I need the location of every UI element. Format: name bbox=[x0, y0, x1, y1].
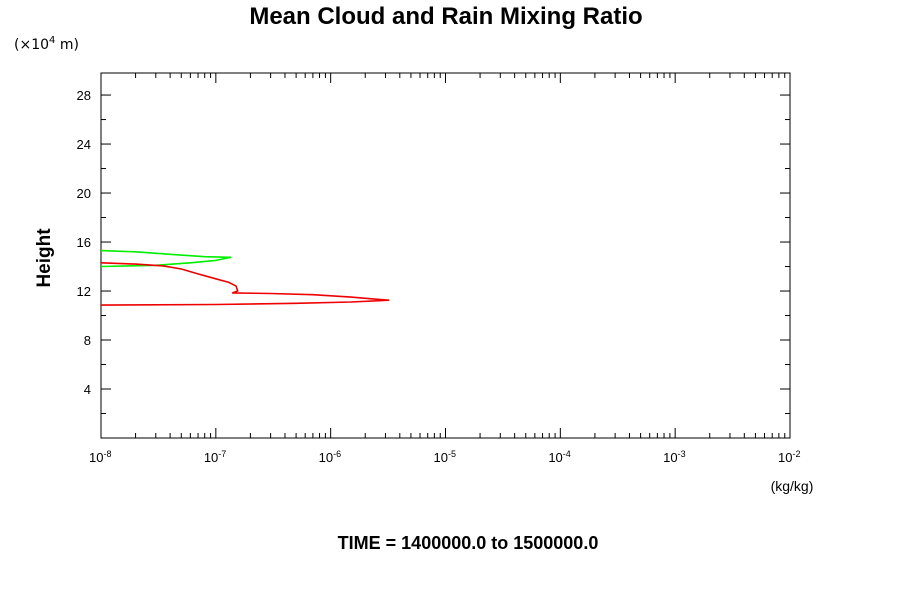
y-tick-label: 20 bbox=[77, 186, 91, 201]
x-tick-label: 10-8 bbox=[89, 449, 111, 465]
y-multiplier: (×104 m) bbox=[14, 35, 79, 53]
series-group bbox=[100, 249, 390, 306]
x-tick-label: 10-5 bbox=[434, 449, 456, 465]
x-tick-label: 10-6 bbox=[319, 449, 341, 465]
x-tick-labels: 10-8 10-7 10-6 10-5 10-4 10-3 10-2 bbox=[89, 449, 800, 465]
y-multiplier-exp: 4 bbox=[49, 35, 55, 46]
y-tick-labels: 4 8 12 16 20 24 28 bbox=[77, 88, 91, 397]
y-multiplier-unit: m) bbox=[55, 37, 79, 53]
y-tick-label: 8 bbox=[84, 333, 91, 348]
x-tick-label: 10-4 bbox=[548, 449, 570, 465]
x-tick-label: 10-7 bbox=[204, 449, 226, 465]
series-line-1 bbox=[100, 249, 232, 268]
y-tick-label: 12 bbox=[77, 284, 91, 299]
y-multiplier-base: (×10 bbox=[14, 37, 49, 53]
series-line-2 bbox=[100, 262, 390, 306]
x-tick-label: 10-3 bbox=[663, 449, 685, 465]
y-tick-label: 28 bbox=[77, 88, 91, 103]
tick-marks bbox=[100, 73, 791, 438]
y-tick-label: 24 bbox=[77, 137, 91, 152]
x-tick-label: 10-2 bbox=[778, 449, 800, 465]
time-caption: TIME = 1400000.0 to 1500000.0 bbox=[338, 533, 599, 553]
y-tick-label: 16 bbox=[77, 235, 91, 250]
y-tick-label: 4 bbox=[84, 382, 91, 397]
y-axis-label: Height bbox=[34, 228, 55, 288]
plot-frame bbox=[100, 72, 791, 439]
x-axis-label: (kg/kg) bbox=[771, 478, 814, 494]
chart-title: Mean Cloud and Rain Mixing Ratio bbox=[249, 3, 642, 30]
